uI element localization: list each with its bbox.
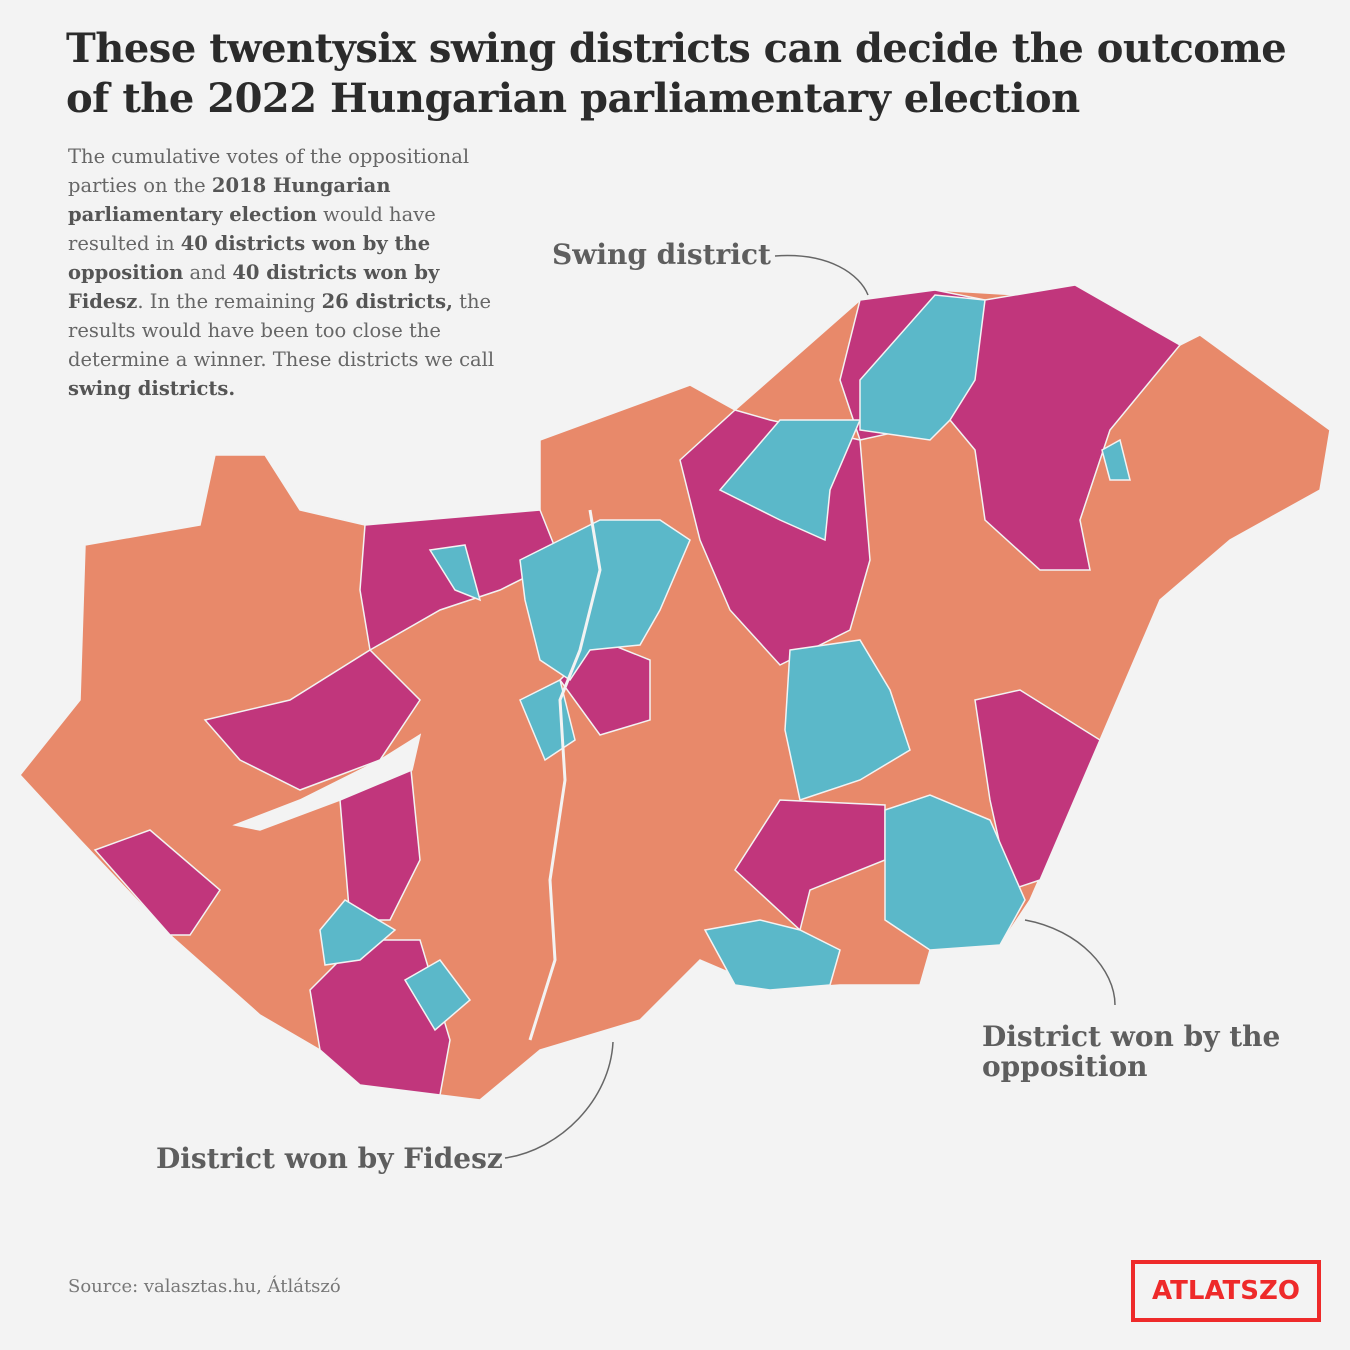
title-line: These twentysix swing districts can deci… [66,25,1287,72]
danube [528,509,602,1041]
opposition-annotation: District won by the [982,1020,1280,1053]
title: These twentysix swing districts can deci… [66,24,1287,124]
opposition-annotation: opposition [982,1050,1148,1083]
fidesz-districts [19,284,1331,1101]
lake-balaton [232,733,422,831]
swing-annotation: Swing district [552,238,771,271]
description-segment: swing districts. [68,377,236,400]
swing-districts [718,419,862,542]
description-segment: would have resulted in [68,203,436,255]
swing-districts [428,544,482,602]
description-segment: the results would have been too close th… [68,290,495,371]
fidesz-annotation: District won by Fidesz [156,1142,503,1175]
swing-districts [784,639,911,801]
hungary-map [19,284,1331,1101]
source: Source: valasztas.hu, Átlátszó [68,1276,341,1297]
swing-districts [319,899,397,966]
opposition-districts [974,689,1101,891]
swing-districts [1101,438,1131,481]
description-segment: 2018 Hungarian parliamentary election [68,174,391,226]
leader-line [774,254,869,296]
description-segment: and [183,261,233,284]
opposition-districts [93,829,221,936]
description: The cumulative votes of the oppositional… [68,142,518,403]
swing-districts [859,294,986,441]
swing-districts [403,959,472,1032]
description-segment: 40 districts won by the opposition [68,232,431,284]
logo: ATLATSZO [1131,1260,1321,1322]
title-line: of the 2022 Hungarian parliamentary elec… [66,75,1080,122]
swing-districts [884,794,1026,951]
description-segment: 26 districts, [321,290,453,313]
leader-line [1024,919,1116,1006]
swing-districts [703,919,841,991]
description-segment: The cumulative votes of the oppositional… [68,145,470,197]
opposition-districts [203,649,421,791]
leader-line [504,1041,614,1159]
description-segment: 40 districts won by Fidesz [68,261,440,313]
description-segment: . In the remaining [137,290,322,313]
